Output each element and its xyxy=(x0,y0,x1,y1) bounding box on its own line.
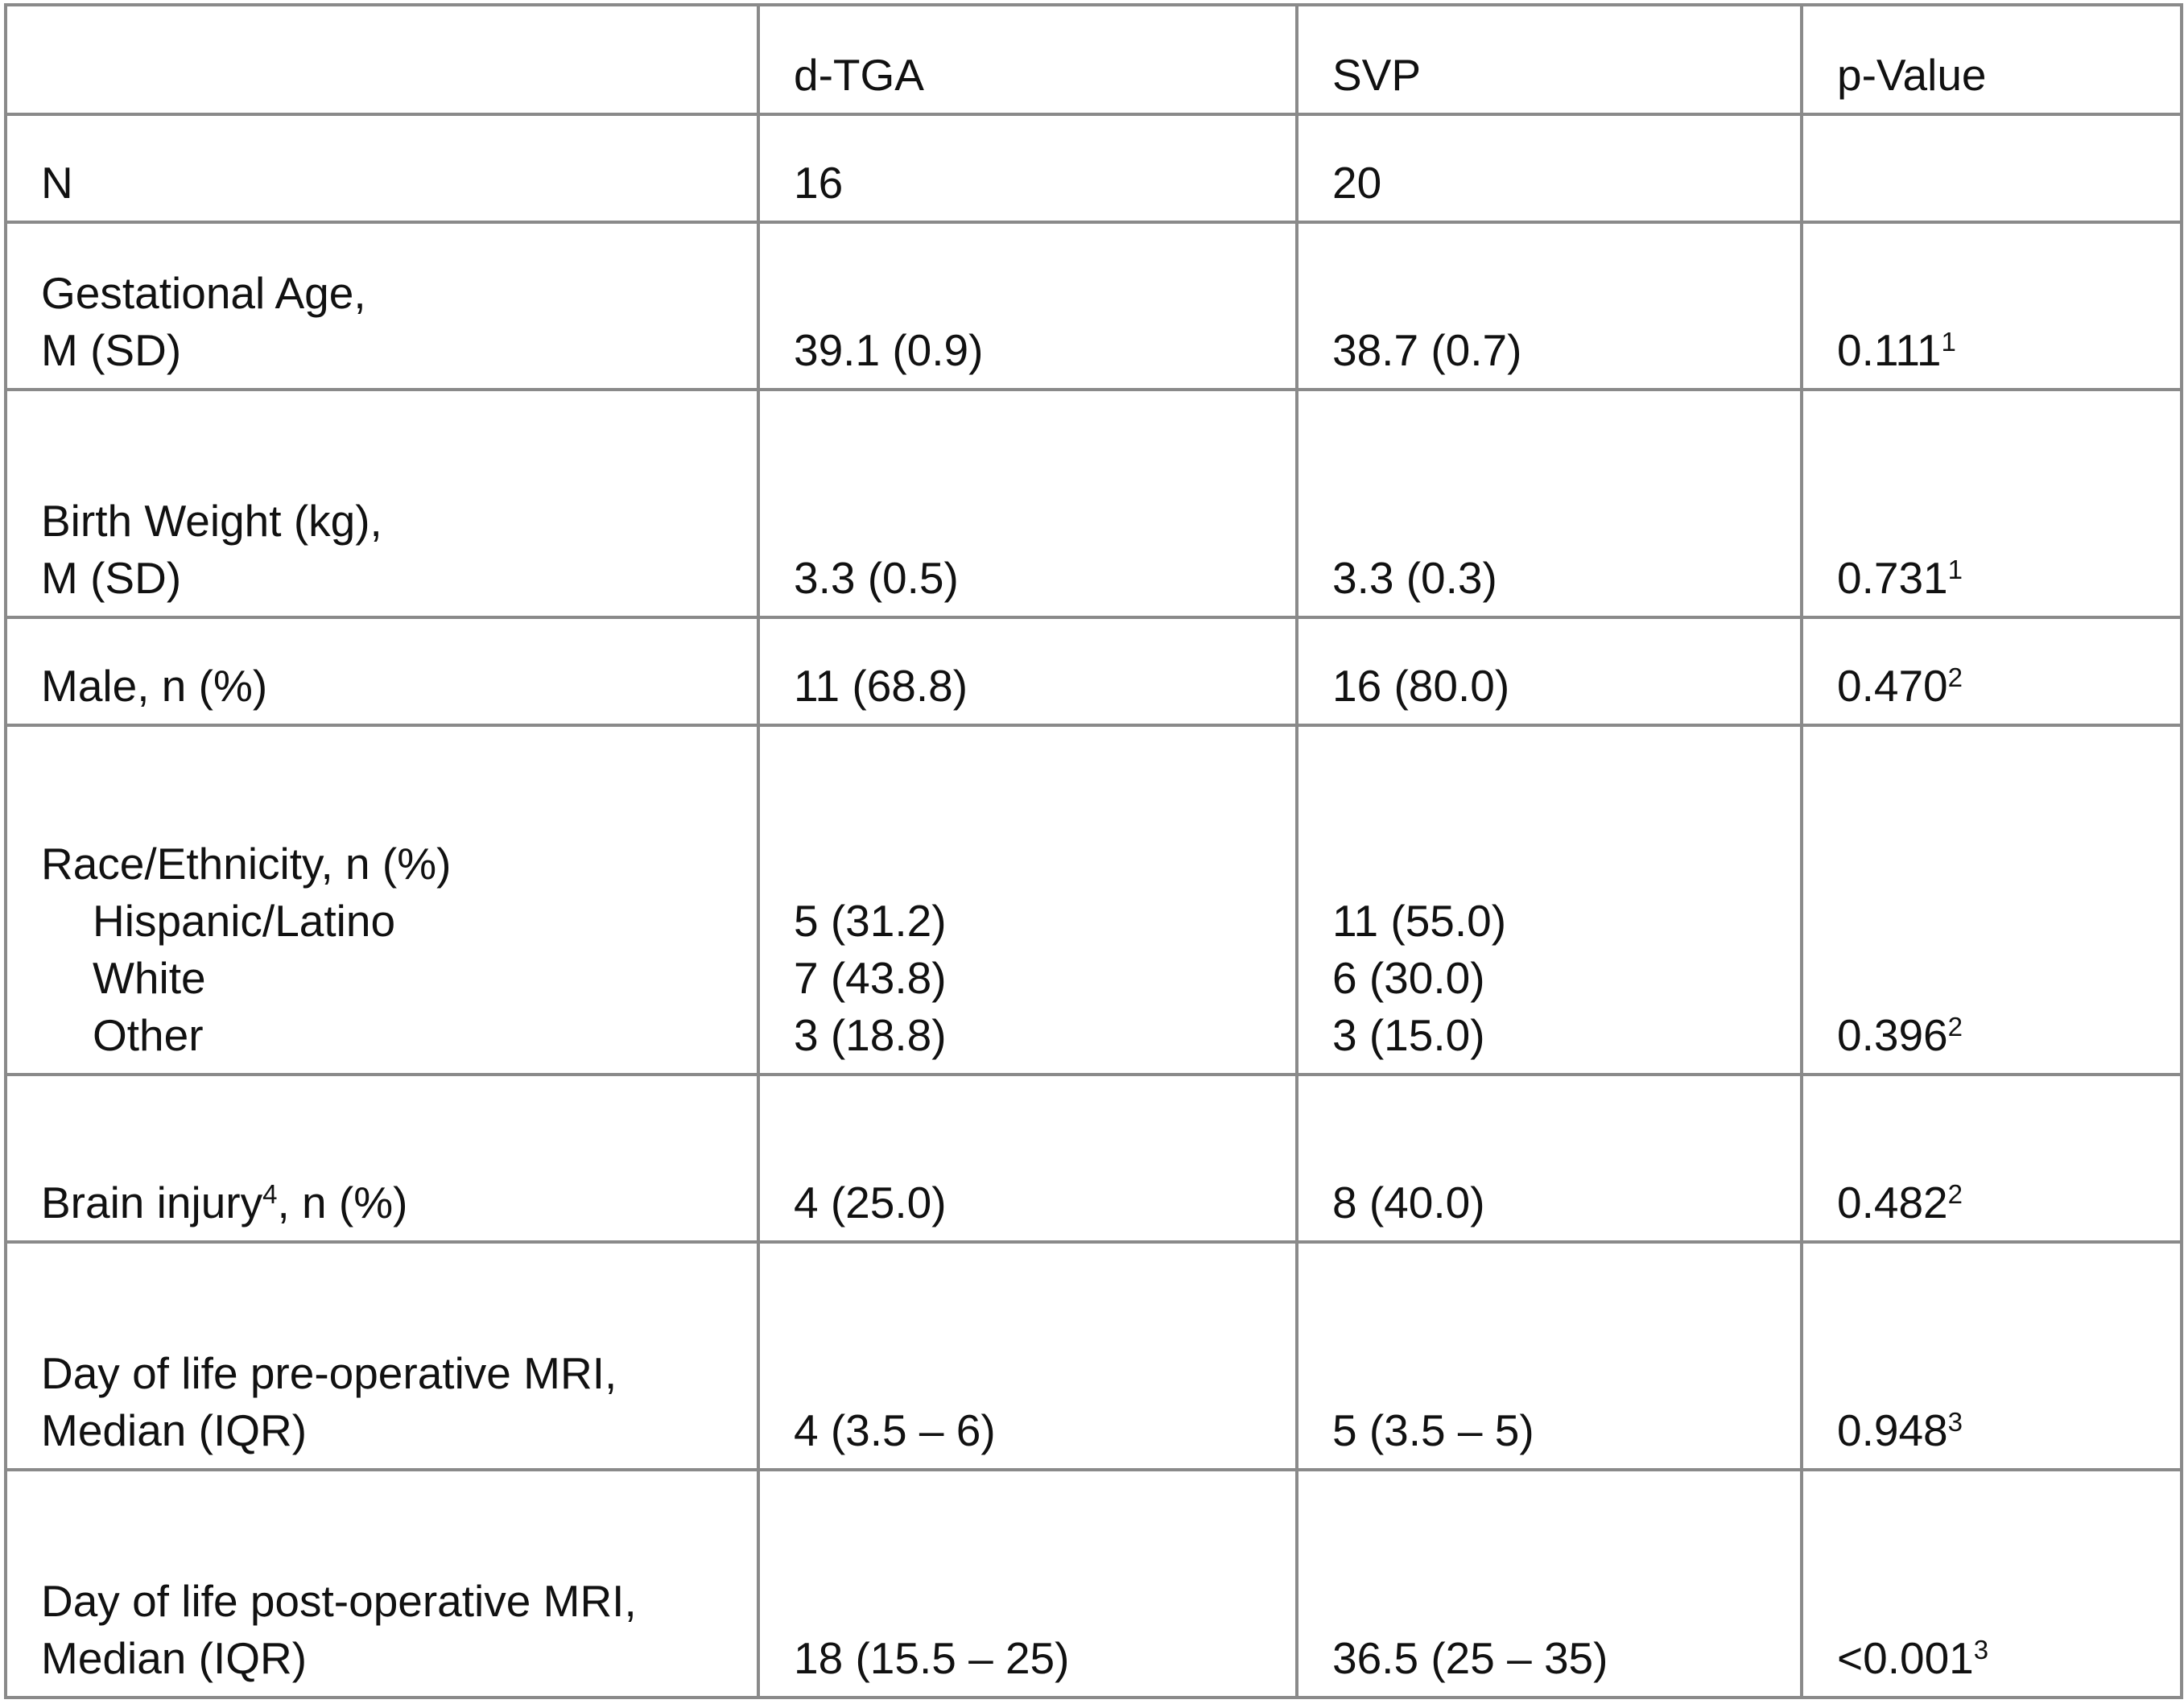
table-row: Brain injury4, n (%) 4 (25.0) 8 (40.0) 0… xyxy=(4,1073,2183,1244)
row-label: Brain injury4, n (%) xyxy=(4,1073,760,1244)
dtga-value: 4 (25.0) xyxy=(757,1073,1298,1244)
p-value: 0.4822 xyxy=(1800,1073,2183,1244)
dtga-value: 3.3 (0.5) xyxy=(757,388,1298,619)
header-cell-p-value: p-Value xyxy=(1800,3,2183,116)
demographics-table: d-TGA SVP p-Value N 16 20 Gestational Ag… xyxy=(4,3,2183,1699)
dtga-value: 16 xyxy=(757,113,1298,224)
table-row: Race/Ethnicity, n (%) Hispanic/Latino Wh… xyxy=(4,724,2183,1076)
dtga-value: 4 (3.5 – 6) xyxy=(757,1240,1298,1471)
row-label: Birth Weight (kg), M (SD) xyxy=(4,388,760,619)
svp-value: 8 (40.0) xyxy=(1295,1073,1803,1244)
p-value: 0.9483 xyxy=(1800,1240,2183,1471)
table-row: N 16 20 xyxy=(4,113,2183,224)
header-cell-svp: SVP xyxy=(1295,3,1803,116)
row-label: N xyxy=(4,113,760,224)
svp-value: 20 xyxy=(1295,113,1803,224)
p-value: 0.3962 xyxy=(1800,724,2183,1076)
dtga-value: 18 (15.5 – 25) xyxy=(757,1468,1298,1699)
row-label: Day of life pre-operative MRI, Median (I… xyxy=(4,1240,760,1471)
svp-value: 16 (80.0) xyxy=(1295,616,1803,727)
table-header-row: d-TGA SVP p-Value xyxy=(4,3,2183,116)
svp-value: 3.3 (0.3) xyxy=(1295,388,1803,619)
svp-value: 36.5 (25 – 35) xyxy=(1295,1468,1803,1699)
p-value: <0.0013 xyxy=(1800,1468,2183,1699)
header-cell-dtga: d-TGA xyxy=(757,3,1298,116)
row-label: Gestational Age, M (SD) xyxy=(4,221,760,391)
dtga-value: 5 (31.2) 7 (43.8) 3 (18.8) xyxy=(757,724,1298,1076)
row-label: Day of life post-operative MRI, Median (… xyxy=(4,1468,760,1699)
p-value: 0.7311 xyxy=(1800,388,2183,619)
svp-value: 5 (3.5 – 5) xyxy=(1295,1240,1803,1471)
row-label: Race/Ethnicity, n (%) Hispanic/Latino Wh… xyxy=(4,724,760,1076)
header-cell-blank xyxy=(4,3,760,116)
subcategory-label: Hispanic/Latino xyxy=(93,896,396,946)
row-label: Male, n (%) xyxy=(4,616,760,727)
dtga-value: 11 (68.8) xyxy=(757,616,1298,727)
svp-value: 38.7 (0.7) xyxy=(1295,221,1803,391)
table-row: Day of life post-operative MRI, Median (… xyxy=(4,1468,2183,1699)
table-row: Male, n (%) 11 (68.8) 16 (80.0) 0.4702 xyxy=(4,616,2183,727)
p-value: 0.1111 xyxy=(1800,221,2183,391)
subcategory-label: Other xyxy=(93,1010,204,1060)
svp-value: 11 (55.0) 6 (30.0) 3 (15.0) xyxy=(1295,724,1803,1076)
table-row: Birth Weight (kg), M (SD) 3.3 (0.5) 3.3 … xyxy=(4,388,2183,619)
p-value: 0.4702 xyxy=(1800,616,2183,727)
table-row: Gestational Age, M (SD) 39.1 (0.9) 38.7 … xyxy=(4,221,2183,391)
dtga-value: 39.1 (0.9) xyxy=(757,221,1298,391)
p-value xyxy=(1800,113,2183,224)
subcategory-label: White xyxy=(93,953,206,1003)
table-row: Day of life pre-operative MRI, Median (I… xyxy=(4,1240,2183,1471)
